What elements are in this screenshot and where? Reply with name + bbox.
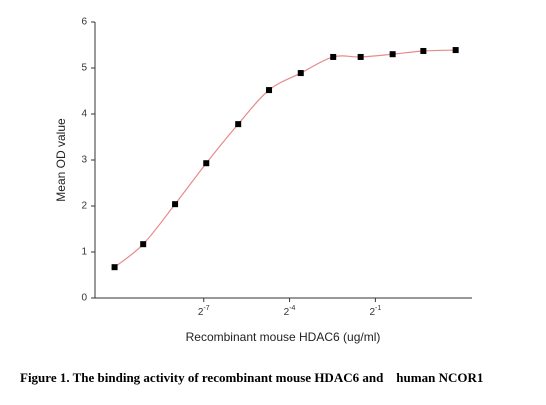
x-tick-label: 2-4 (284, 305, 296, 318)
data-point (111, 264, 118, 271)
y-tick-label: 5 (81, 63, 87, 74)
y-tick-label: 3 (81, 155, 87, 166)
caption: Figure 1. The binding activity of recomb… (20, 370, 483, 385)
x-axis-title: Recombinant mouse HDAC6 (ug/ml) (186, 330, 381, 344)
fit-curve (114, 49, 456, 268)
data-point (203, 160, 210, 167)
y-tick-label: 4 (81, 109, 87, 120)
x-tick-label: 2-1 (369, 305, 381, 318)
y-axis-title: Mean OD value (54, 118, 68, 202)
data-point (266, 87, 273, 94)
y-tick-label: 1 (81, 247, 87, 258)
data-point (420, 47, 427, 54)
x-tick-label: 2-7 (198, 305, 210, 318)
y-tick-label: 0 (81, 293, 87, 304)
data-point (297, 70, 304, 77)
data-point (140, 241, 147, 248)
data-point (389, 51, 396, 58)
y-tick-label: 2 (81, 201, 87, 212)
data-point (235, 121, 242, 128)
y-tick-label: 6 (81, 17, 87, 28)
data-point (452, 47, 459, 54)
data-point (357, 53, 364, 60)
data-point (172, 201, 179, 208)
data-point (330, 53, 337, 60)
